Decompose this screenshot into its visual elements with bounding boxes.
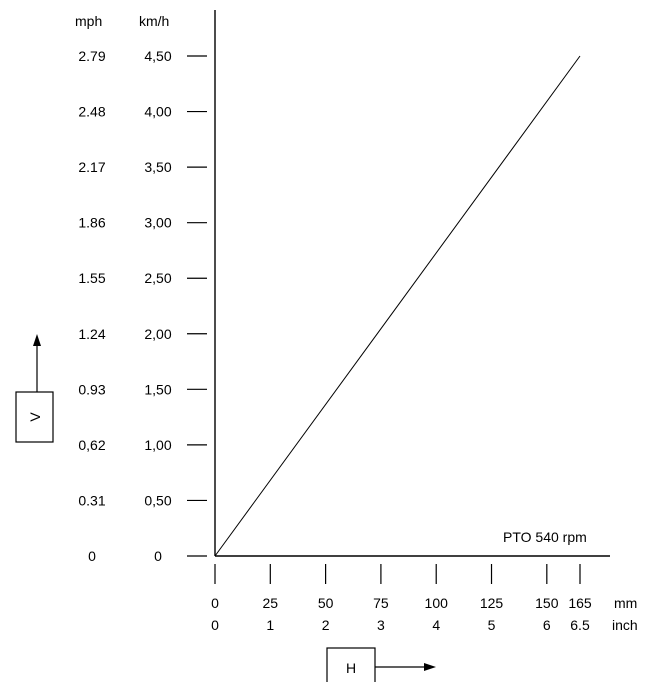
x-tick-label-mm: 100 xyxy=(425,595,449,611)
x-tick-label-inch: 1 xyxy=(266,617,274,633)
pto-annotation: PTO 540 rpm xyxy=(503,529,587,545)
x-tick-label-inch: 5 xyxy=(488,617,496,633)
y-unit-primary: km/h xyxy=(139,13,169,29)
x-tick-label-mm: 50 xyxy=(318,595,334,611)
y-tick-label-kmh: 1,50 xyxy=(144,381,171,397)
y-tick-label-kmh: 0,50 xyxy=(144,492,171,508)
y-tick-label-mph: 1.55 xyxy=(78,270,105,286)
x-tick-label-inch: 0 xyxy=(211,617,219,633)
h-axis-indicator: H xyxy=(326,647,436,682)
x-tick-label-inch: 4 xyxy=(432,617,440,633)
y-tick-label-kmh: 4,00 xyxy=(144,104,171,120)
series-group xyxy=(214,55,581,557)
x-unit-secondary: inch xyxy=(612,617,638,633)
y-tick-label-kmh: 3,00 xyxy=(144,215,171,231)
x-tick-label-mm: 125 xyxy=(480,595,504,611)
y-tick-label-mph: 2.79 xyxy=(78,48,105,64)
h-axis-label: H xyxy=(346,660,356,676)
y-tick-label-mph: 2.17 xyxy=(78,159,105,175)
x-unit-primary: mm xyxy=(614,595,637,611)
x-tick-label-mm: 75 xyxy=(373,595,389,611)
y-tick-label-kmh: 1,00 xyxy=(144,437,171,453)
x-tick-label-inch: 6 xyxy=(543,617,551,633)
x-tick-label-mm: 165 xyxy=(568,595,592,611)
v-axis-indicator: V xyxy=(15,334,54,443)
series-line xyxy=(214,55,581,557)
y-unit-secondary: mph xyxy=(75,13,102,29)
x-tick-label-mm: 25 xyxy=(263,595,279,611)
y-tick-label-mph: 0,62 xyxy=(78,437,105,453)
y-ticks: 0 0 0,50 0.31 1,00 0,62 1,50 0.93 2,00 1.24 2,50 1.… xyxy=(78,48,207,564)
y-tick-label-kmh: 0 xyxy=(154,548,162,564)
x-tick-label-mm: 150 xyxy=(535,595,559,611)
y-tick-label-mph: 2.48 xyxy=(78,104,105,120)
y-tick-label-kmh: 3,50 xyxy=(144,159,171,175)
y-tick-label-mph: 0.31 xyxy=(78,492,105,508)
y-tick-label-kmh: 2,50 xyxy=(144,270,171,286)
y-tick-label-mph: 0.93 xyxy=(78,381,105,397)
y-tick-label-kmh: 4,50 xyxy=(144,48,171,64)
y-tick-label-kmh: 2,00 xyxy=(144,326,171,342)
y-tick-label-mph: 1.86 xyxy=(78,215,105,231)
right-arrow-icon xyxy=(424,663,436,671)
x-tick-label-inch: 3 xyxy=(377,617,385,633)
x-tick-label-inch: 6.5 xyxy=(570,617,590,633)
y-tick-label-mph: 0 xyxy=(88,548,96,564)
v-axis-label: V xyxy=(27,412,43,422)
y-tick-label-mph: 1.24 xyxy=(78,326,105,342)
x-tick-label-mm: 0 xyxy=(211,595,219,611)
x-tick-label-inch: 2 xyxy=(322,617,330,633)
up-arrow-icon xyxy=(33,334,41,346)
